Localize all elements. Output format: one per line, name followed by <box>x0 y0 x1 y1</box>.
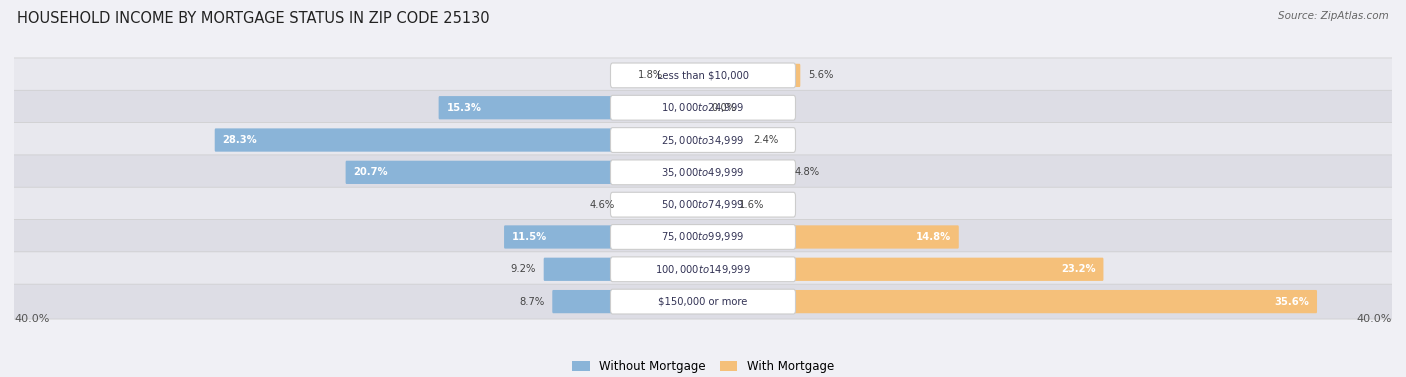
Text: 20.7%: 20.7% <box>353 167 388 177</box>
Text: 8.7%: 8.7% <box>519 297 544 307</box>
FancyBboxPatch shape <box>505 225 704 248</box>
FancyBboxPatch shape <box>623 193 704 216</box>
FancyBboxPatch shape <box>3 155 1403 190</box>
Text: 11.5%: 11.5% <box>512 232 547 242</box>
Text: 28.3%: 28.3% <box>222 135 257 145</box>
Text: Less than $10,000: Less than $10,000 <box>657 70 749 80</box>
Text: $75,000 to $99,999: $75,000 to $99,999 <box>661 230 745 244</box>
FancyBboxPatch shape <box>553 290 704 313</box>
Text: $35,000 to $49,999: $35,000 to $49,999 <box>661 166 745 179</box>
Text: 40.0%: 40.0% <box>14 314 49 323</box>
FancyBboxPatch shape <box>702 290 1317 313</box>
Text: 5.6%: 5.6% <box>808 70 834 80</box>
FancyBboxPatch shape <box>702 129 745 152</box>
FancyBboxPatch shape <box>610 192 796 217</box>
Text: 15.3%: 15.3% <box>446 103 481 113</box>
FancyBboxPatch shape <box>3 123 1403 158</box>
Text: 35.6%: 35.6% <box>1274 297 1309 307</box>
FancyBboxPatch shape <box>610 63 796 88</box>
FancyBboxPatch shape <box>3 58 1403 93</box>
Legend: Without Mortgage, With Mortgage: Without Mortgage, With Mortgage <box>567 356 839 377</box>
FancyBboxPatch shape <box>702 225 959 248</box>
FancyBboxPatch shape <box>3 284 1403 319</box>
FancyBboxPatch shape <box>610 128 796 152</box>
Text: HOUSEHOLD INCOME BY MORTGAGE STATUS IN ZIP CODE 25130: HOUSEHOLD INCOME BY MORTGAGE STATUS IN Z… <box>17 11 489 26</box>
Text: $50,000 to $74,999: $50,000 to $74,999 <box>661 198 745 211</box>
Text: 14.8%: 14.8% <box>915 232 950 242</box>
FancyBboxPatch shape <box>3 187 1403 222</box>
FancyBboxPatch shape <box>3 219 1403 254</box>
FancyBboxPatch shape <box>610 225 796 249</box>
FancyBboxPatch shape <box>215 129 704 152</box>
FancyBboxPatch shape <box>439 96 704 120</box>
Text: 23.2%: 23.2% <box>1062 264 1095 274</box>
FancyBboxPatch shape <box>3 90 1403 125</box>
Text: 4.6%: 4.6% <box>591 200 616 210</box>
FancyBboxPatch shape <box>702 161 786 184</box>
FancyBboxPatch shape <box>702 64 800 87</box>
Text: 9.2%: 9.2% <box>510 264 536 274</box>
FancyBboxPatch shape <box>346 161 704 184</box>
FancyBboxPatch shape <box>610 160 796 185</box>
FancyBboxPatch shape <box>702 257 1104 281</box>
Text: $10,000 to $24,999: $10,000 to $24,999 <box>661 101 745 114</box>
FancyBboxPatch shape <box>610 289 796 314</box>
FancyBboxPatch shape <box>610 95 796 120</box>
Text: 40.0%: 40.0% <box>1357 314 1392 323</box>
Text: 4.8%: 4.8% <box>794 167 820 177</box>
Text: $150,000 or more: $150,000 or more <box>658 297 748 307</box>
FancyBboxPatch shape <box>610 257 796 282</box>
FancyBboxPatch shape <box>671 64 704 87</box>
Text: 1.8%: 1.8% <box>638 70 664 80</box>
Text: $25,000 to $34,999: $25,000 to $34,999 <box>661 133 745 147</box>
FancyBboxPatch shape <box>702 193 731 216</box>
Text: 0.0%: 0.0% <box>711 103 737 113</box>
Text: $100,000 to $149,999: $100,000 to $149,999 <box>655 263 751 276</box>
FancyBboxPatch shape <box>544 257 704 281</box>
FancyBboxPatch shape <box>3 252 1403 287</box>
Text: 1.6%: 1.6% <box>740 200 765 210</box>
Text: Source: ZipAtlas.com: Source: ZipAtlas.com <box>1278 11 1389 21</box>
Text: 2.4%: 2.4% <box>754 135 778 145</box>
